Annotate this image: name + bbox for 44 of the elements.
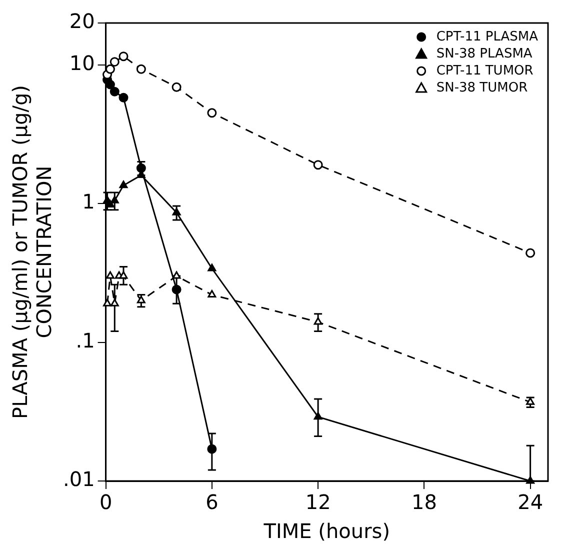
point xyxy=(314,412,322,420)
x-tick-label: 0 xyxy=(99,490,112,514)
y-tick-label: 20 xyxy=(69,9,95,34)
point xyxy=(110,298,119,306)
x-tick-label: 6 xyxy=(206,490,218,514)
point xyxy=(118,52,128,62)
point xyxy=(172,82,182,92)
point xyxy=(313,160,323,170)
legend-label: CPT-11 TUMOR xyxy=(436,63,534,78)
point xyxy=(119,271,128,279)
legend-label: SN-38 TUMOR xyxy=(436,80,528,96)
legend-label: SN-38 PLASMA xyxy=(436,46,532,62)
y-tick-label: 1 xyxy=(82,190,95,214)
point xyxy=(314,317,322,325)
point xyxy=(105,64,115,74)
point xyxy=(105,80,115,90)
point xyxy=(110,196,119,204)
y-axis-title: PLASMA (µg/ml) or TUMOR (µg/g) CONCENTRATION xyxy=(8,85,56,419)
point xyxy=(207,444,217,454)
y-tick-label: 10 xyxy=(69,50,95,75)
point xyxy=(172,284,182,294)
point xyxy=(136,163,146,173)
point xyxy=(106,200,114,208)
point xyxy=(118,92,128,102)
y-tick-label: .1 xyxy=(76,328,95,352)
point xyxy=(110,86,120,96)
point xyxy=(136,64,146,74)
x-tick-label: 24 xyxy=(518,490,544,514)
point xyxy=(110,57,120,67)
point xyxy=(136,296,146,304)
x-tick-label: 18 xyxy=(411,490,437,514)
point xyxy=(208,290,216,298)
point xyxy=(526,397,535,405)
x-axis-title: TIME (hours) xyxy=(262,519,390,544)
point xyxy=(526,248,536,258)
point xyxy=(526,476,535,484)
point xyxy=(208,264,216,272)
legend-label: CPT-11 PLASMA xyxy=(436,29,538,44)
point xyxy=(119,180,128,188)
point xyxy=(172,271,181,279)
point xyxy=(172,208,181,216)
point xyxy=(207,108,217,118)
x-tick-label: 12 xyxy=(305,490,331,514)
y-tick-label: .01 xyxy=(62,467,95,492)
